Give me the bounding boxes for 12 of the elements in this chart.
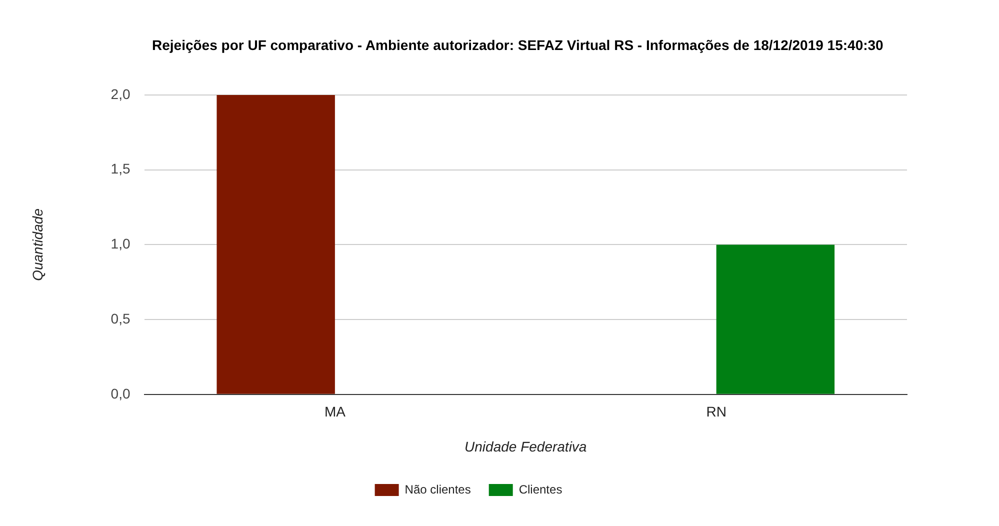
x-axis-title: Unidade Federativa [464,438,587,454]
chart-title: Rejeições por UF comparativo - Ambiente autorizador: SEFAZ Virtual RS - Informações de 18/12/2019 15:40:30 [152,36,884,55]
y-axis-title: Quantidade [29,208,46,281]
legend-label: Clientes [518,482,562,496]
y-tick-label: 1,0 [110,236,130,252]
x-tick-label: RN [706,404,726,420]
legend-label: Não clientes [404,482,471,496]
y-tick-label: 2,0 [110,86,130,102]
y-tick-label: 0,0 [110,385,130,402]
y-tick-label: 1,5 [110,160,130,177]
y-tick-label: 0,5 [110,310,130,326]
x-tick-label: MA [324,404,346,420]
